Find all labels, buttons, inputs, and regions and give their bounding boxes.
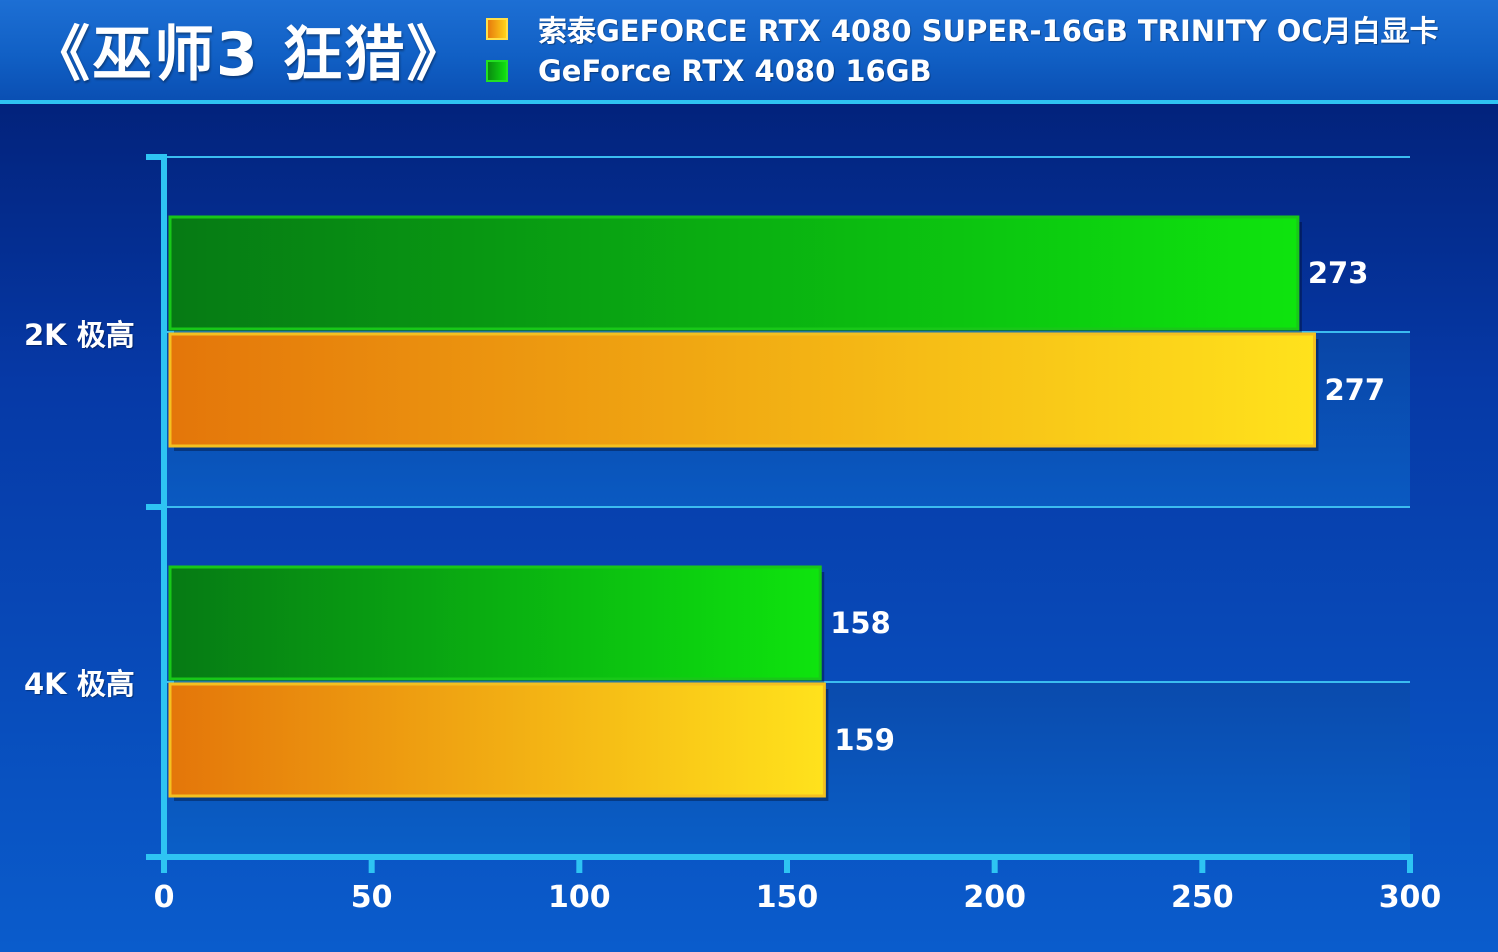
value-label: 158 [830,606,891,640]
x-tick-label: 0 [154,880,175,915]
legend-item-zotac: 索泰GEFORCE RTX 4080 SUPER-16GB TRINITY OC… [486,12,1439,48]
x-tick-label: 100 [548,880,611,915]
legend-label-zotac: 索泰GEFORCE RTX 4080 SUPER-16GB TRINITY OC… [538,14,1439,48]
legend-item-rtx4080: GeForce RTX 4080 16GB [486,54,932,88]
x-tick-label: 50 [351,880,393,915]
x-tick-label: 200 [963,880,1026,915]
value-label: 159 [834,723,895,757]
gridlines [164,156,1410,683]
chart-header: 《巫师3 狂猎》 索泰GEFORCE RTX 4080 SUPER-16GB T… [0,0,1498,104]
bar-zotac [168,682,826,798]
x-tick-label: 300 [1379,880,1442,915]
legend-swatch-green [486,60,508,82]
category-label-2k: 2K 极高 [24,318,135,352]
value-labels: 273 277 158 159 [830,256,1385,757]
legend-swatch-orange [486,18,508,40]
bar-zotac [168,332,1316,448]
value-label: 277 [1324,373,1385,407]
bars [168,215,1319,801]
legend-label-rtx4080: GeForce RTX 4080 16GB [538,54,932,88]
value-label: 273 [1308,256,1369,290]
chart-title: 《巫师3 狂猎》 [30,20,469,90]
x-tick-label: 250 [1171,880,1234,915]
category-label-4k: 4K 极高 [24,667,135,701]
bar-rtx4080 [168,215,1300,331]
axes: 0 50 100 150 200 250 300 [146,154,1441,915]
bar-rtx4080 [168,565,822,681]
x-tick-label: 150 [756,880,819,915]
